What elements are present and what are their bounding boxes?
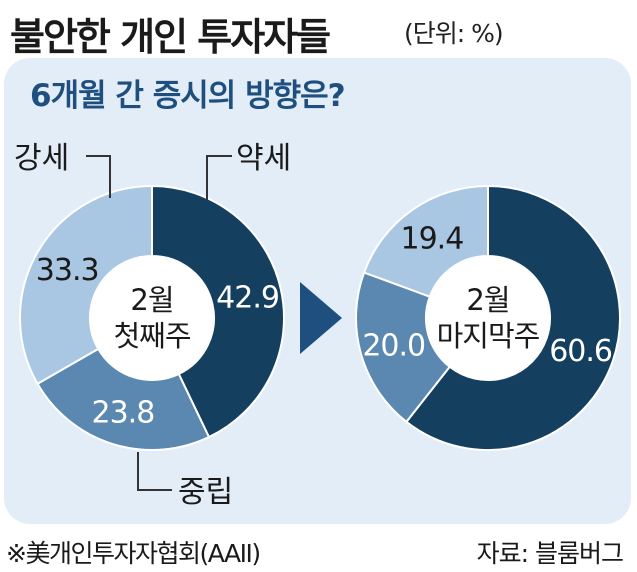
center-label-first-1: 첫째주	[113, 319, 190, 353]
callout-label-bullish: 강세	[14, 141, 69, 176]
center-label-last-1: 마지막주	[437, 319, 540, 353]
callout-line-neutral	[137, 452, 172, 491]
donut-hole	[426, 256, 550, 380]
chart-question: 6개월 간 증시의 방향은?	[30, 78, 346, 114]
data-label-last-2: 19.4	[401, 222, 464, 257]
callout-line-bullish	[86, 155, 111, 198]
callout-label-bearish: 약세	[236, 141, 291, 176]
data-label-last-1: 20.0	[362, 329, 425, 364]
callout-line-bearish	[206, 155, 232, 200]
data-credit: 자료: 블룸버그	[476, 539, 624, 568]
data-label-first-2: 33.3	[36, 253, 99, 288]
arrow-icon	[300, 282, 342, 354]
data-label-first-1: 23.8	[91, 396, 154, 431]
center-label-last-0: 2월	[466, 283, 509, 317]
unit-label: (단위: %)	[404, 19, 504, 48]
donut-hole	[90, 256, 214, 380]
center-label-first-0: 2월	[130, 283, 173, 317]
data-label-first-0: 42.9	[216, 280, 279, 315]
chart-title: 불안한 개인 투자자들	[10, 15, 331, 59]
slice-last-1	[355, 271, 452, 424]
callout-label-neutral: 중립	[178, 475, 233, 510]
source-note: ※美개인투자자협회(AAII)	[6, 539, 261, 568]
data-label-last-0: 60.6	[549, 334, 612, 369]
